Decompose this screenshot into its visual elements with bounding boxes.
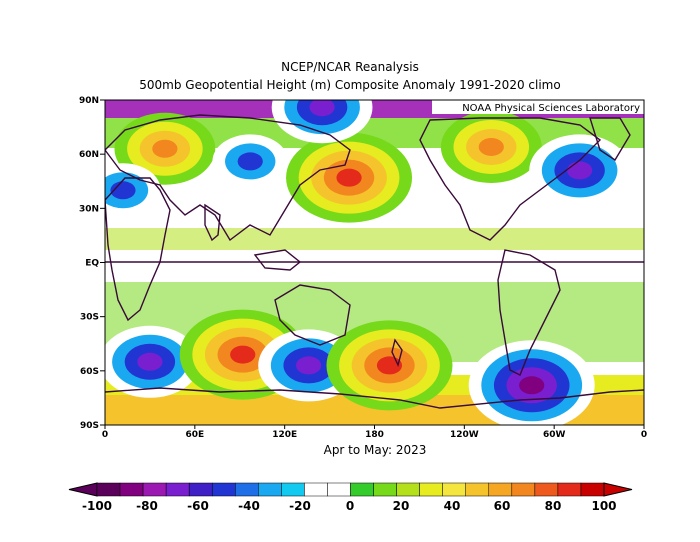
colorbar-swatch <box>119 482 144 497</box>
lon-label: 60W <box>543 430 566 440</box>
lon-label: 0 <box>641 430 647 440</box>
colorbar-swatch <box>373 482 397 497</box>
chart-subtitle-title: 500mb Geopotential Height (m) Composite … <box>139 78 561 92</box>
lon-label: 0 <box>102 430 108 440</box>
colorbar-swatch <box>580 482 605 497</box>
colorbar-label: 100 <box>591 499 616 513</box>
lat-label: 60N <box>79 150 99 160</box>
colorbar-label: 80 <box>545 499 562 513</box>
lon-label: 120W <box>450 430 479 440</box>
colorbar-label: 60 <box>494 499 511 513</box>
colorbar-label: 20 <box>393 499 410 513</box>
lat-label: 60S <box>80 367 99 377</box>
colorbar-swatch <box>465 482 490 497</box>
credit-box <box>432 100 644 114</box>
period-label: Apr to May: 2023 <box>323 443 427 457</box>
colorbar-label: -60 <box>187 499 209 513</box>
anomaly-canada-high <box>440 110 542 183</box>
anomaly-southern-pacific-low <box>468 340 595 425</box>
colorbar-swatch <box>488 482 513 497</box>
colorbar-swatch <box>165 482 190 497</box>
anomaly-kamchatka-high <box>286 132 413 223</box>
colorbar-swatch <box>327 482 351 497</box>
colorbar-swatch <box>304 482 328 497</box>
anomaly-south-indian-low <box>105 325 201 398</box>
colorbar-swatch <box>211 482 236 497</box>
colorbar-swatch <box>419 482 443 497</box>
colorbar-swatch <box>557 482 582 497</box>
colorbar-swatch <box>534 482 559 497</box>
colorbar-swatch <box>188 482 213 497</box>
lon-label: 180 <box>365 430 384 440</box>
colorbar-swatch <box>235 482 259 497</box>
lon-label: 120E <box>272 430 297 440</box>
lat-label: 30S <box>80 313 99 323</box>
colorbar-label: -80 <box>136 499 158 513</box>
colorbar-swatch <box>96 482 121 497</box>
lat-label: 90S <box>80 421 99 431</box>
anomaly-mediterranean-low <box>105 163 161 218</box>
colorbar-swatch <box>281 482 305 497</box>
credit-label: NOAA Physical Sciences Laboratory <box>462 103 640 114</box>
colorbar-swatch <box>442 482 466 497</box>
lat-label: EQ <box>85 259 99 269</box>
colorbar-swatch <box>142 482 167 497</box>
colorbar-min-arrow <box>68 482 98 497</box>
anomaly-field <box>105 100 644 425</box>
lat-label: 30N <box>79 204 99 214</box>
colorbar <box>68 482 633 497</box>
anomaly-north-atlantic-low <box>529 134 631 207</box>
colorbar-label: -20 <box>289 499 311 513</box>
colorbar-swatch <box>258 482 282 497</box>
anomaly-nz-high <box>326 320 453 411</box>
coastlines <box>105 114 644 409</box>
colorbar-label: 40 <box>444 499 461 513</box>
colorbar-label: 0 <box>346 499 354 513</box>
colorbar-max-arrow <box>603 482 633 497</box>
colorbar-label: -40 <box>238 499 260 513</box>
lon-label: 60E <box>185 430 204 440</box>
colorbar-swatch <box>396 482 420 497</box>
colorbar-swatch <box>511 482 536 497</box>
colorbar-swatch <box>350 482 374 497</box>
chart-title: NCEP/NCAR Reanalysis <box>281 60 419 74</box>
anomaly-siberia-low <box>212 134 289 189</box>
colorbar-label: -100 <box>82 499 112 513</box>
lat-label: 90N <box>79 96 99 106</box>
